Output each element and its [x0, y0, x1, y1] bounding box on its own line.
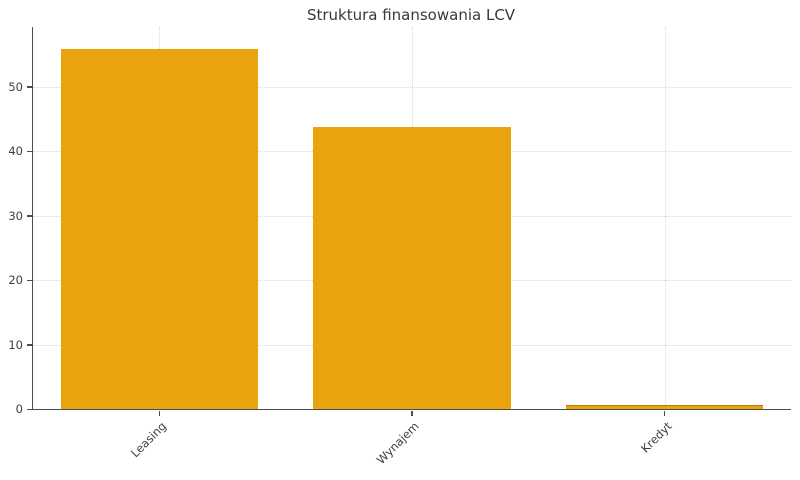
- y-tick-mark: [27, 86, 32, 88]
- chart-title: Struktura finansowania LCV: [306, 6, 516, 24]
- y-tick-mark: [27, 279, 32, 282]
- y-tick-mark: [27, 215, 32, 217]
- v-gridline: [664, 27, 666, 409]
- y-tick-mark: [27, 344, 32, 346]
- x-tick-label: Kredyt: [638, 419, 675, 456]
- y-tick-label: 30: [8, 208, 23, 223]
- y-tick-label: 40: [8, 144, 23, 159]
- y-tick-label: 10: [8, 337, 23, 352]
- y-tick-label: 0: [15, 402, 23, 416]
- x-tick-label: Leasing: [128, 419, 170, 461]
- y-tick-mark: [27, 408, 32, 410]
- y-tick-label: 20: [8, 273, 23, 288]
- bar-kredyt: [566, 404, 764, 409]
- bar-leasing: [60, 48, 258, 409]
- x-tick-mark: [411, 411, 413, 416]
- y-tick-label: 50: [8, 79, 23, 94]
- y-tick-mark: [27, 150, 32, 153]
- plot-area: 0 10 20 30 40 50 Leasing Wynajem Kredyt: [8, 27, 791, 467]
- x-tick-label: Wynajem: [373, 419, 422, 467]
- x-tick-mark: [663, 411, 666, 416]
- bar-wynajem: [313, 126, 511, 409]
- x-tick-mark: [158, 411, 161, 416]
